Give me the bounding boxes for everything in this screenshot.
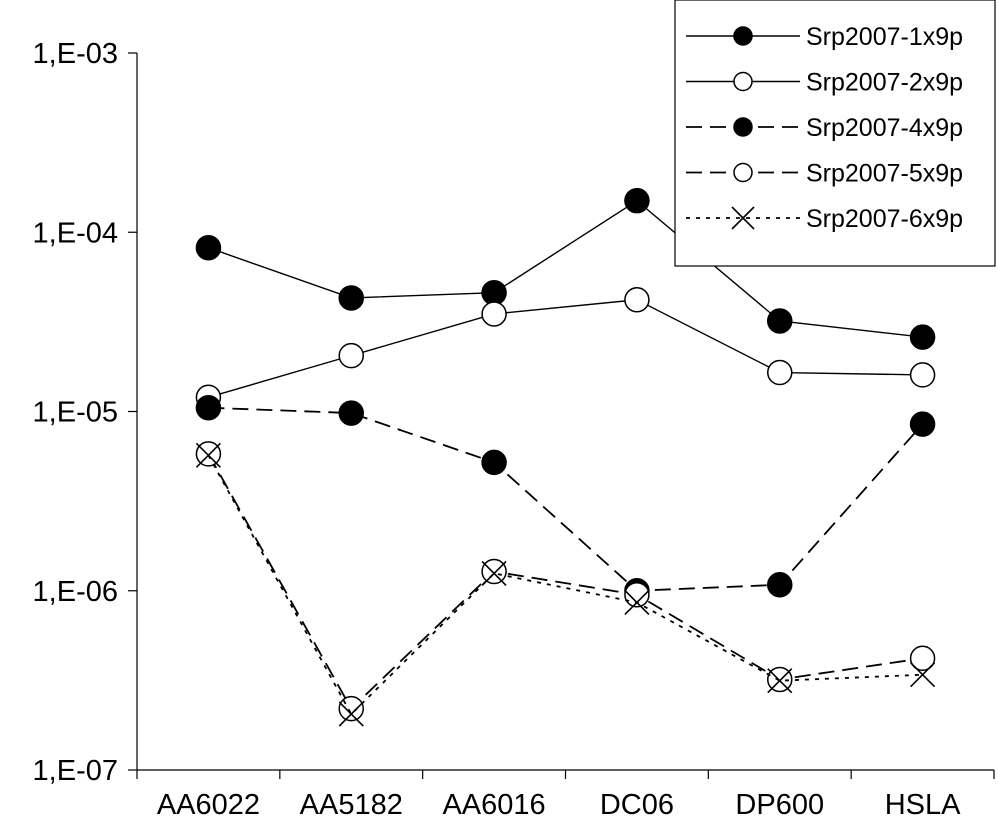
legend-label: Srp2007-2x9p (806, 69, 963, 97)
series-line (208, 406, 924, 592)
data-point (909, 362, 936, 388)
data-point (909, 324, 936, 350)
cross-stroke (910, 662, 936, 688)
y-tick-label: 1,E-07 (33, 755, 118, 787)
data-point (767, 308, 793, 334)
data-point (733, 117, 753, 137)
x-tick-label: AA6016 (442, 789, 545, 821)
x-tick-label: AA5182 (300, 789, 403, 821)
cross-stroke (624, 589, 650, 616)
series-line (208, 299, 923, 398)
data-point (481, 301, 507, 327)
legend-entry: Srp2007-2x9p (686, 69, 963, 97)
x-tick-label: AA6022 (157, 789, 260, 821)
data-point (767, 668, 793, 694)
cross-stroke (767, 668, 793, 694)
data-point (624, 589, 650, 616)
cross-stroke (338, 701, 364, 727)
data-point (767, 359, 793, 386)
data-point (767, 666, 793, 693)
data-point (624, 187, 650, 214)
data-point (338, 701, 364, 727)
cross-stroke (481, 560, 507, 586)
data-point (338, 285, 364, 311)
legend-label: Srp2007-4x9p (806, 114, 963, 142)
data-point (338, 695, 364, 722)
series-line (207, 454, 923, 716)
x-tick-label: DC06 (600, 789, 674, 821)
data-point (481, 558, 507, 585)
legend-entry: Srp2007-1x9p (686, 23, 963, 51)
series-line (208, 199, 923, 338)
data-point (910, 662, 936, 688)
data-point (909, 411, 936, 437)
legend-entry: Srp2007-6x9p (686, 205, 963, 233)
legend-entry: Srp2007-5x9p (686, 160, 963, 188)
y-tick-label: 1,E-06 (33, 576, 118, 608)
x-tick-label: HSLA (885, 789, 961, 821)
y-tick-label: 1,E-05 (33, 397, 118, 429)
data-point (338, 342, 364, 369)
series-1 (195, 187, 936, 350)
data-point (909, 645, 936, 672)
legend: Srp2007-1x9p Srp2007-2x9p Srp2007-4x9p Srp2… (674, 0, 996, 267)
data-point (195, 394, 222, 421)
data-point (733, 71, 753, 92)
data-point (767, 572, 793, 598)
data-point (481, 560, 507, 586)
y-tick-label: 1,E-03 (33, 38, 118, 70)
legend-box (674, 0, 996, 267)
x-tick-label: DP600 (735, 789, 824, 821)
data-point (481, 279, 507, 306)
data-point (338, 400, 364, 426)
data-point (195, 441, 222, 467)
axes: 1,E-07 1,E-06 1,E-05 1,E-04 1,E-03 AA6022 AA51… (33, 38, 995, 821)
data-point (624, 287, 650, 313)
series-layer (195, 187, 936, 727)
series-2 (195, 287, 936, 411)
legend-label: Srp2007-6x9p (806, 205, 963, 233)
data-point (731, 206, 755, 230)
data-point (733, 26, 753, 46)
data-point (481, 449, 507, 476)
legend-label: Srp2007-5x9p (806, 160, 963, 188)
legend-label: Srp2007-1x9p (806, 23, 963, 51)
y-tick-label: 1,E-04 (33, 217, 118, 249)
series-3 (195, 394, 936, 604)
legend-entry: Srp2007-4x9p (686, 114, 963, 142)
cross-stroke (731, 206, 755, 230)
data-point (195, 234, 222, 261)
data-point (733, 162, 753, 183)
series-line (207, 453, 923, 711)
data-point (195, 442, 221, 468)
cross-stroke (195, 442, 221, 468)
series-4 (195, 441, 936, 722)
series-5 (195, 442, 936, 727)
data-point (624, 581, 650, 608)
